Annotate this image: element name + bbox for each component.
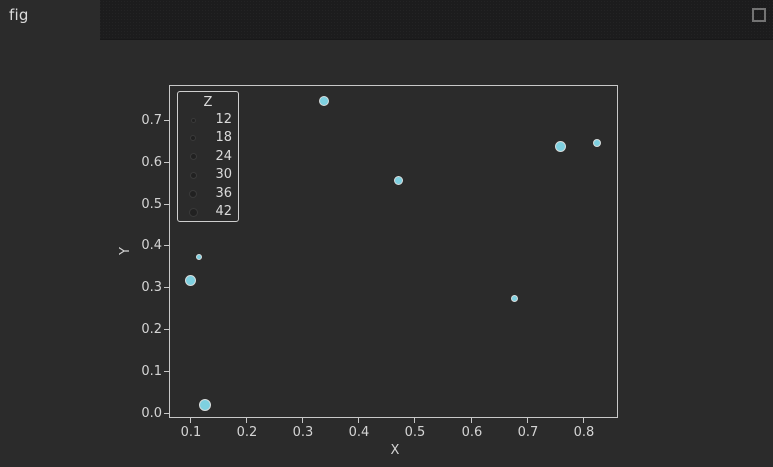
- x-tick-label: 0.4: [348, 425, 370, 440]
- x-tick-label: 0.8: [573, 425, 595, 440]
- scatter-point: [318, 95, 329, 106]
- y-tick-mark: [164, 413, 169, 414]
- x-tick-label: 0.7: [517, 425, 539, 440]
- legend-size-marker: [189, 153, 197, 161]
- y-tick-label: 0.4: [141, 238, 162, 253]
- legend-entry: 42: [178, 203, 238, 221]
- legend-size-label: 24: [215, 148, 232, 164]
- y-tick-mark: [164, 245, 169, 246]
- y-tick-mark: [164, 204, 169, 205]
- x-tick-label: 0.3: [292, 425, 314, 440]
- y-axis-label: Y: [118, 247, 133, 255]
- legend-size-label: 42: [215, 204, 232, 219]
- legend-entry: 18: [178, 129, 238, 147]
- scatter-point: [511, 295, 519, 303]
- legend-size-marker: [189, 171, 197, 179]
- x-tick-label: 0.6: [461, 425, 483, 440]
- x-tick-mark: [190, 418, 191, 423]
- y-tick-label: 0.3: [141, 280, 162, 295]
- legend-entry: 12: [178, 111, 238, 129]
- y-tick-mark: [164, 371, 169, 372]
- y-tick-label: 0.1: [141, 364, 162, 379]
- maximize-icon[interactable]: [752, 8, 766, 22]
- legend-size-marker: [190, 135, 196, 142]
- y-tick-label: 0.6: [141, 155, 162, 170]
- x-tick-label: 0.1: [180, 425, 202, 440]
- x-tick-mark: [302, 418, 303, 423]
- scatter-point: [185, 275, 197, 287]
- plot-area: Z 12 18 24 30 36 42: [169, 85, 618, 418]
- y-tick-label: 0.2: [141, 322, 162, 337]
- legend-size-label: 12: [215, 112, 232, 127]
- tab-bar: fig: [0, 0, 773, 40]
- scatter-point: [195, 254, 202, 261]
- legend-entry: 24: [178, 148, 238, 166]
- tab-label: fig: [9, 6, 29, 24]
- y-tick-mark: [164, 120, 169, 121]
- x-tick-label: 0.5: [404, 425, 426, 440]
- legend-size-marker: [188, 207, 198, 217]
- legend-title: Z: [203, 95, 213, 110]
- scatter-point: [394, 176, 404, 186]
- x-tick-mark: [583, 418, 584, 423]
- y-tick-mark: [164, 162, 169, 163]
- y-tick-label: 0.0: [141, 406, 162, 421]
- legend-entry: 36: [178, 185, 238, 203]
- x-tick-mark: [246, 418, 247, 423]
- legend-entry: 30: [178, 166, 238, 184]
- scatter-point: [555, 141, 567, 153]
- y-tick-mark: [164, 287, 169, 288]
- legend: Z 12 18 24 30 36 42: [177, 91, 239, 222]
- legend-size-marker: [190, 117, 196, 123]
- legend-size-marker: [189, 189, 197, 198]
- tab-fig[interactable]: fig: [0, 0, 100, 40]
- scatter-point: [198, 399, 211, 412]
- legend-size-label: 18: [215, 130, 232, 146]
- x-tick-mark: [358, 418, 359, 423]
- legend-size-label: 36: [215, 185, 232, 201]
- x-tick-label: 0.2: [236, 425, 258, 440]
- x-tick-mark: [527, 418, 528, 423]
- x-tick-mark: [471, 418, 472, 423]
- scatter-point: [592, 139, 601, 148]
- y-tick-mark: [164, 329, 169, 330]
- x-axis-label: X: [390, 443, 400, 458]
- legend-size-label: 30: [215, 167, 232, 183]
- x-tick-mark: [414, 418, 415, 423]
- y-tick-label: 0.5: [141, 197, 162, 212]
- y-tick-label: 0.7: [141, 113, 162, 128]
